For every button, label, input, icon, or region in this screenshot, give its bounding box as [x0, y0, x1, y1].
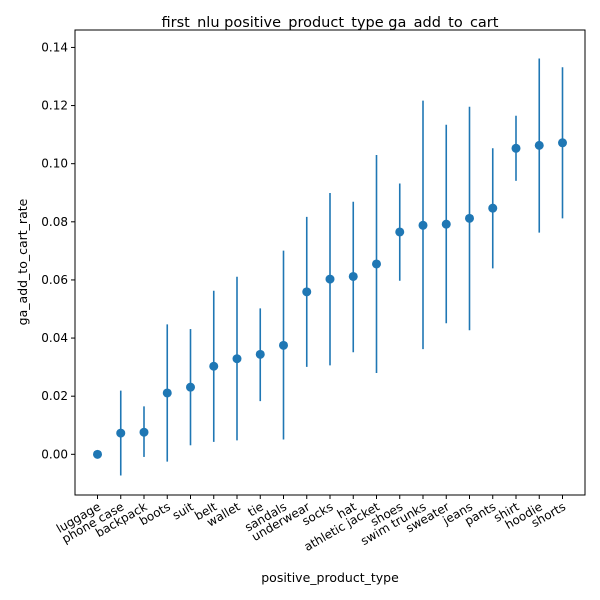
data-point	[162, 388, 172, 398]
y-tick-label: 0.00	[41, 447, 68, 461]
data-point	[534, 140, 544, 150]
x-tick-label: tie	[245, 499, 265, 519]
data-point	[418, 220, 428, 230]
data-point	[232, 354, 242, 364]
data-point	[186, 382, 195, 392]
error-bars	[119, 58, 564, 476]
data-point	[511, 143, 521, 153]
y-tick-label: 0.14	[41, 40, 68, 54]
y-tick-label: 0.08	[41, 215, 68, 229]
chart-title: first_nlu positive_product_type ga_add_t…	[162, 15, 499, 31]
data-point	[279, 340, 288, 350]
data-point	[209, 361, 219, 371]
y-axis-label: ga_add_to_cart_rate	[15, 198, 30, 325]
data-point	[93, 449, 102, 459]
data-point	[255, 349, 265, 359]
x-axis-label: positive_product_type	[261, 570, 399, 585]
data-point	[116, 428, 126, 438]
y-tick-label: 0.06	[41, 273, 68, 287]
y-tick-label: 0.10	[41, 157, 68, 171]
data-points	[93, 138, 567, 459]
data-point	[372, 259, 381, 269]
y-tick-label: 0.02	[41, 389, 68, 403]
data-point	[348, 271, 358, 281]
y-tick-label: 0.04	[41, 331, 68, 345]
data-point	[488, 203, 498, 213]
y-tick-label: 0.12	[41, 99, 68, 113]
data-point	[395, 227, 405, 237]
data-point	[325, 274, 335, 284]
data-point	[302, 287, 312, 297]
data-point	[139, 427, 149, 437]
data-point	[441, 219, 451, 229]
y-axis: 0.00 0.02 0.04 0.06 0.08 0.10 0.12 0.14	[41, 40, 75, 461]
data-point	[465, 213, 474, 223]
data-point	[558, 138, 567, 148]
